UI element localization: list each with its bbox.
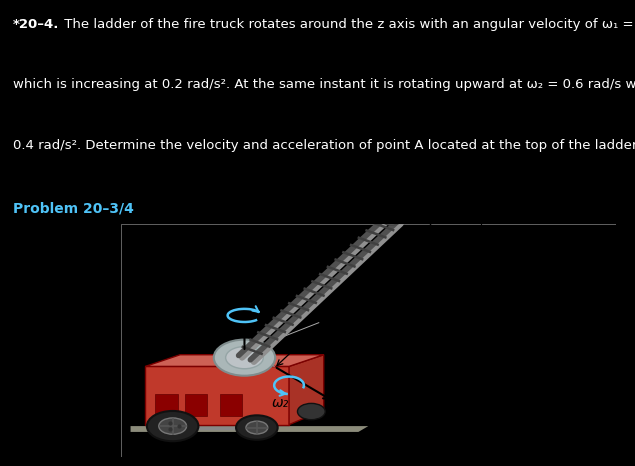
Circle shape — [225, 347, 264, 369]
Text: Problem 20–3/4: Problem 20–3/4 — [13, 201, 133, 215]
Circle shape — [236, 415, 277, 440]
Polygon shape — [145, 366, 289, 425]
Polygon shape — [289, 355, 324, 425]
Circle shape — [147, 411, 198, 441]
Bar — [220, 394, 242, 416]
Text: z: z — [248, 252, 256, 266]
Circle shape — [297, 404, 325, 420]
Bar — [185, 394, 207, 416]
Text: ω₂: ω₂ — [272, 396, 289, 410]
Text: A: A — [398, 202, 408, 217]
Text: which is increasing at 0.2 rad/s². At the same instant it is rotating upward at : which is increasing at 0.2 rad/s². At th… — [13, 78, 635, 91]
Text: 40 ft: 40 ft — [355, 292, 384, 305]
Text: y: y — [561, 313, 570, 327]
Circle shape — [214, 340, 275, 376]
Text: x: x — [338, 394, 347, 408]
Polygon shape — [145, 355, 324, 366]
Bar — [156, 394, 178, 416]
Text: The ladder of the fire truck rotates around the z axis with an angular velocity : The ladder of the fire truck rotates aro… — [60, 18, 635, 31]
Text: ω₁: ω₁ — [191, 305, 208, 319]
Text: 0.4 rad/s². Determine the velocity and acceleration of point A located at the to: 0.4 rad/s². Determine the velocity and a… — [13, 139, 635, 151]
Polygon shape — [131, 426, 368, 432]
Text: *20–4.: *20–4. — [13, 18, 59, 31]
Circle shape — [382, 213, 401, 225]
Circle shape — [246, 421, 268, 434]
Text: 30°: 30° — [465, 230, 488, 243]
Circle shape — [159, 418, 187, 434]
